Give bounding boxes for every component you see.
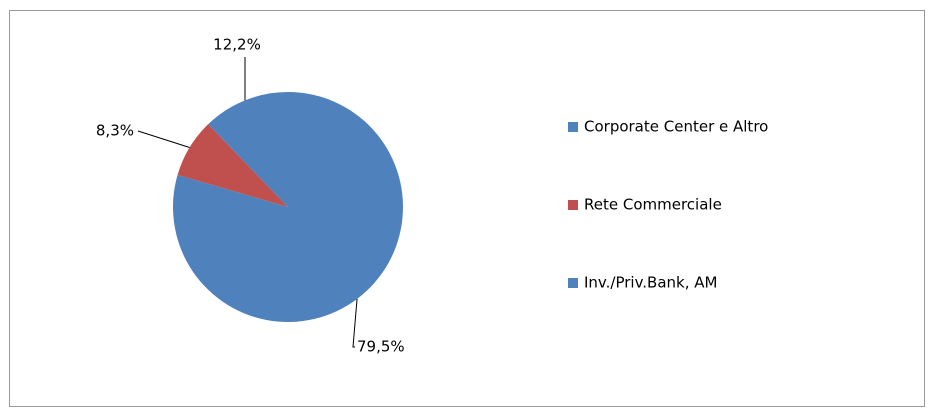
pie-slice — [177, 124, 288, 207]
data-label: 8,3% — [96, 122, 134, 140]
legend-label: Rete Commerciale — [584, 196, 722, 214]
chart-frame — [9, 10, 925, 407]
leader-line — [137, 130, 190, 149]
legend-label: Corporate Center e Altro — [584, 118, 768, 136]
pie-slice — [208, 92, 288, 207]
pie-slice — [172, 92, 403, 322]
data-label: 79,5% — [357, 338, 405, 356]
legend-swatch — [568, 200, 578, 210]
legend-swatch — [568, 278, 578, 288]
legend-swatch — [568, 122, 578, 132]
data-label: 12,2% — [213, 36, 261, 54]
legend-label: Inv./Priv.Bank, AM — [584, 274, 717, 292]
leader-line — [352, 298, 358, 348]
